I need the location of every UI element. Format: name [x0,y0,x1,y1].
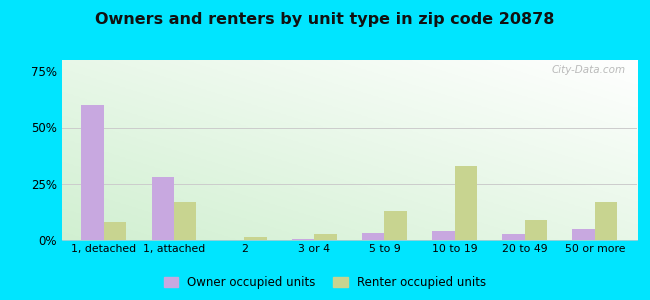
Bar [573,229,595,240]
Bar [595,202,618,240]
Bar [151,177,174,240]
Bar [315,234,337,240]
Text: Owners and renters by unit type in zip code 20878: Owners and renters by unit type in zip c… [96,12,554,27]
Bar [174,202,196,240]
Bar [502,234,525,240]
Bar [292,239,315,240]
Bar [362,233,384,240]
Bar [384,211,407,240]
Bar [244,237,266,240]
Bar [525,220,547,240]
Bar [432,231,454,240]
Text: City-Data.com: City-Data.com [551,65,625,75]
Legend: Owner occupied units, Renter occupied units: Owner occupied units, Renter occupied un… [159,272,491,294]
Bar [454,166,477,240]
Bar [104,222,126,240]
Bar [81,105,104,240]
